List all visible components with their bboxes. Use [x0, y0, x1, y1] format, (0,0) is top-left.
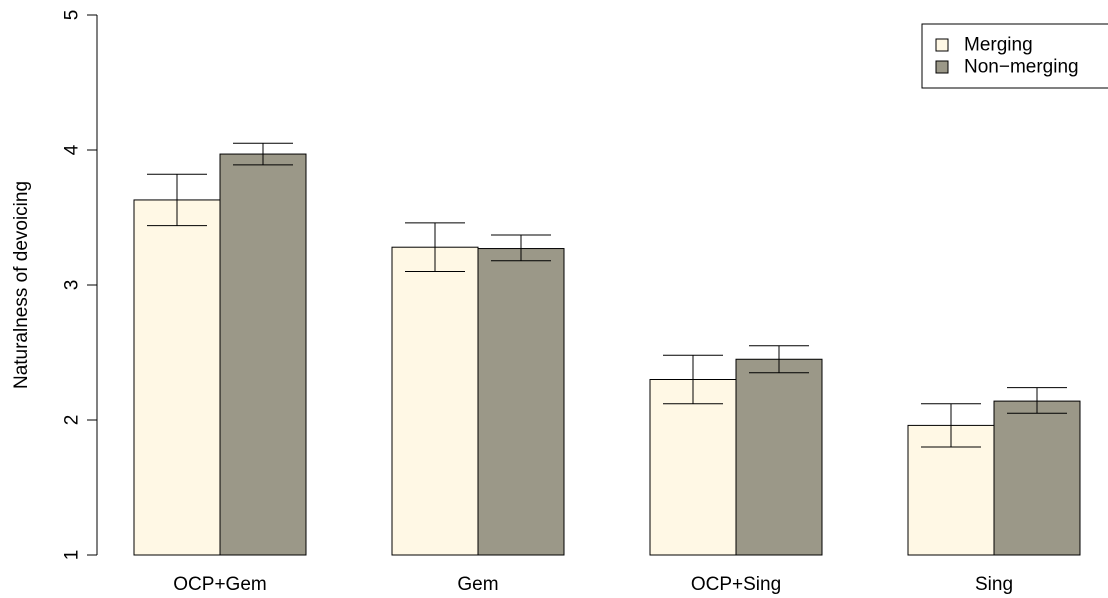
bar [993, 400, 1081, 556]
y-axis-label: Naturalness of devoicing [11, 181, 32, 389]
bar [133, 199, 221, 556]
x-category-label: OCP+Gem [173, 574, 266, 595]
legend-label: Merging [964, 35, 1033, 56]
bars [133, 153, 1081, 556]
x-category-label: Gem [457, 574, 498, 595]
bar [219, 153, 307, 556]
y-tick-label: 3 [62, 280, 83, 291]
y-axis: 1 2 3 4 5 [62, 10, 98, 561]
legend-box [921, 23, 1108, 89]
bar [477, 248, 565, 556]
legend-label: Non−merging [964, 57, 1079, 78]
legend-swatch [935, 38, 949, 52]
x-axis-category-labels: OCP+Gem Gem OCP+Sing Sing [173, 574, 1013, 595]
bar [649, 379, 737, 556]
error-bars [147, 142, 1067, 448]
y-tick-label: 1 [62, 550, 83, 561]
x-category-label: Sing [975, 574, 1013, 595]
y-tick-label: 2 [62, 415, 83, 426]
y-tick-label: 4 [62, 144, 83, 155]
bar [735, 358, 823, 556]
legend-swatch [935, 60, 949, 74]
bar [391, 246, 479, 556]
y-tick-label: 5 [62, 10, 83, 21]
x-category-label: OCP+Sing [691, 574, 781, 595]
